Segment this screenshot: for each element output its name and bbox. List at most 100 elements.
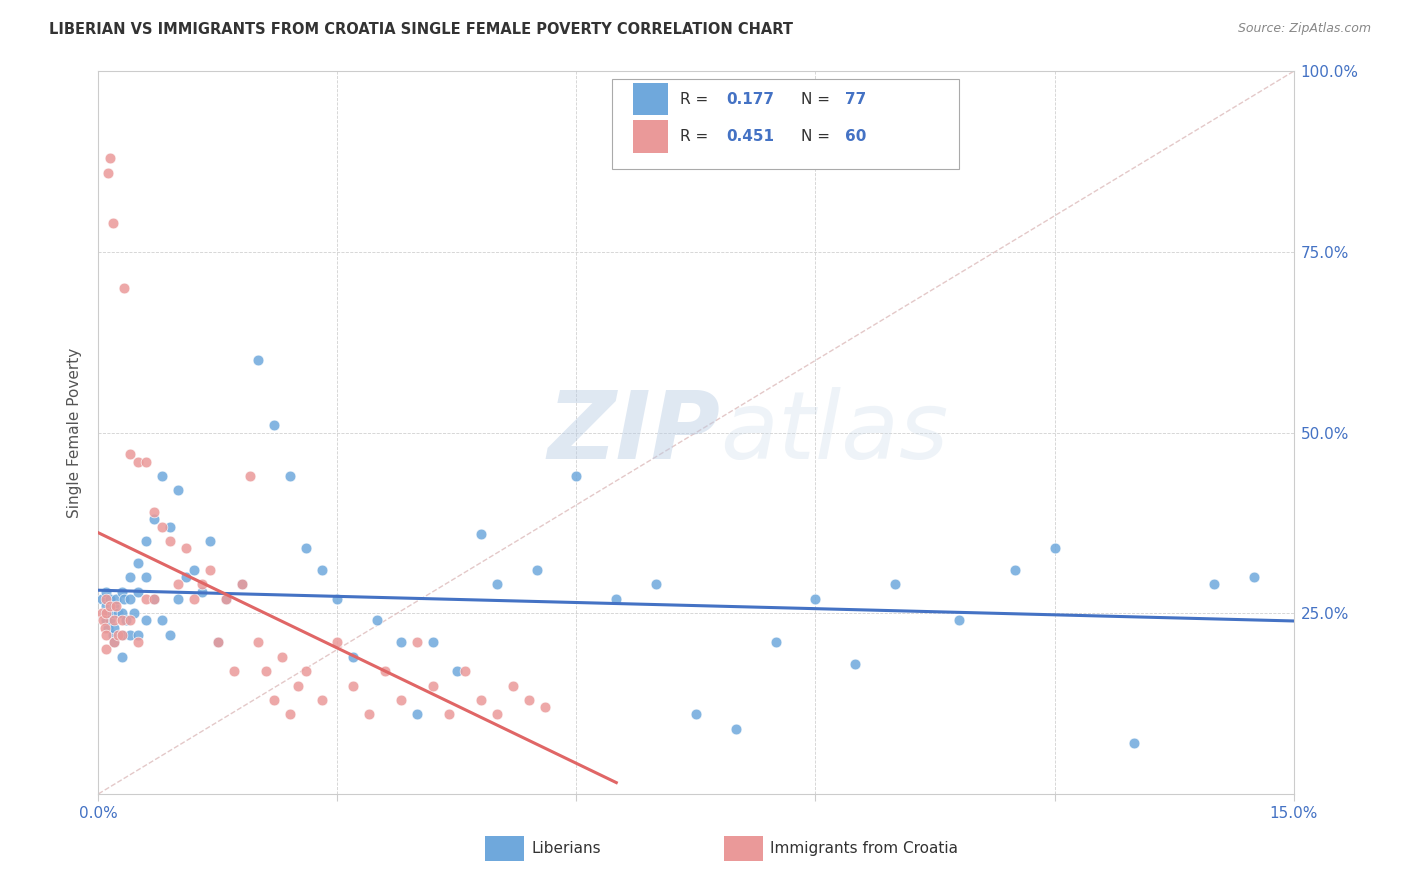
- Point: [97, 621, 120, 635]
- Point: [765, 635, 787, 649]
- Point: [159, 533, 181, 548]
- Point: [287, 678, 309, 692]
- Point: [1243, 570, 1265, 584]
- Point: [526, 563, 548, 577]
- Point: [294, 664, 316, 678]
- Text: LIBERIAN VS IMMIGRANTS FROM CROATIA SINGLE FEMALE POVERTY CORRELATION CHART: LIBERIAN VS IMMIGRANTS FROM CROATIA SING…: [49, 22, 793, 37]
- Point: [115, 614, 138, 628]
- Point: [143, 512, 166, 526]
- Point: [222, 664, 245, 678]
- Point: [326, 591, 349, 606]
- Point: [112, 281, 135, 295]
- Point: [167, 483, 190, 498]
- Point: [96, 642, 118, 657]
- Point: [198, 563, 221, 577]
- Point: [96, 614, 118, 628]
- Point: [120, 570, 142, 584]
- Point: [183, 591, 205, 606]
- Point: [174, 570, 197, 584]
- Point: [231, 577, 253, 591]
- Point: [97, 607, 120, 621]
- Point: [342, 649, 364, 664]
- Point: [120, 447, 142, 461]
- FancyBboxPatch shape: [613, 78, 959, 169]
- Bar: [633, 83, 668, 115]
- Y-axis label: Single Female Poverty: Single Female Poverty: [67, 348, 83, 517]
- Text: ZIP: ZIP: [547, 386, 720, 479]
- Point: [517, 693, 540, 707]
- Point: [104, 591, 127, 606]
- Point: [111, 649, 134, 664]
- Point: [605, 591, 627, 606]
- Point: [91, 614, 114, 628]
- Point: [246, 353, 269, 368]
- Point: [107, 607, 129, 621]
- Point: [150, 519, 173, 533]
- Point: [278, 707, 301, 722]
- Point: [96, 628, 118, 642]
- Text: N =: N =: [801, 129, 835, 145]
- Point: [533, 700, 555, 714]
- Text: atlas: atlas: [720, 387, 948, 478]
- Point: [207, 635, 229, 649]
- Point: [311, 563, 333, 577]
- Point: [98, 599, 122, 613]
- Point: [215, 591, 238, 606]
- Point: [111, 584, 134, 599]
- Point: [135, 570, 157, 584]
- Point: [1202, 577, 1225, 591]
- Point: [127, 584, 149, 599]
- Point: [502, 678, 524, 692]
- Point: [120, 614, 142, 628]
- Point: [103, 607, 125, 621]
- Point: [470, 526, 492, 541]
- Point: [231, 577, 253, 591]
- Point: [167, 591, 190, 606]
- Point: [437, 707, 460, 722]
- Point: [124, 607, 146, 621]
- Text: R =: R =: [681, 92, 714, 107]
- Point: [127, 454, 149, 468]
- Point: [127, 628, 149, 642]
- Point: [389, 635, 412, 649]
- Point: [645, 577, 668, 591]
- Point: [198, 533, 221, 548]
- Point: [91, 591, 114, 606]
- Point: [278, 469, 301, 483]
- Point: [422, 678, 444, 692]
- Point: [263, 418, 285, 433]
- Point: [207, 635, 229, 649]
- Point: [565, 469, 588, 483]
- Point: [724, 722, 747, 736]
- Point: [422, 635, 444, 649]
- Point: [191, 577, 214, 591]
- Point: [127, 556, 149, 570]
- Text: Source: ZipAtlas.com: Source: ZipAtlas.com: [1237, 22, 1371, 36]
- Point: [359, 707, 381, 722]
- Point: [103, 635, 125, 649]
- Point: [97, 165, 120, 179]
- Point: [167, 577, 190, 591]
- Point: [103, 635, 125, 649]
- Point: [485, 577, 508, 591]
- Point: [135, 614, 157, 628]
- Point: [111, 614, 134, 628]
- Point: [112, 591, 135, 606]
- Point: [685, 707, 707, 722]
- Point: [948, 614, 970, 628]
- Point: [103, 599, 125, 613]
- Text: N =: N =: [801, 92, 835, 107]
- Text: 0.177: 0.177: [725, 92, 773, 107]
- Point: [239, 469, 262, 483]
- Point: [94, 607, 117, 621]
- Point: [311, 693, 333, 707]
- Point: [150, 614, 173, 628]
- Point: [103, 614, 125, 628]
- Point: [366, 614, 388, 628]
- Point: [406, 707, 429, 722]
- Text: 0.451: 0.451: [725, 129, 773, 145]
- Point: [98, 614, 122, 628]
- Point: [120, 628, 142, 642]
- Point: [342, 678, 364, 692]
- Point: [111, 628, 134, 642]
